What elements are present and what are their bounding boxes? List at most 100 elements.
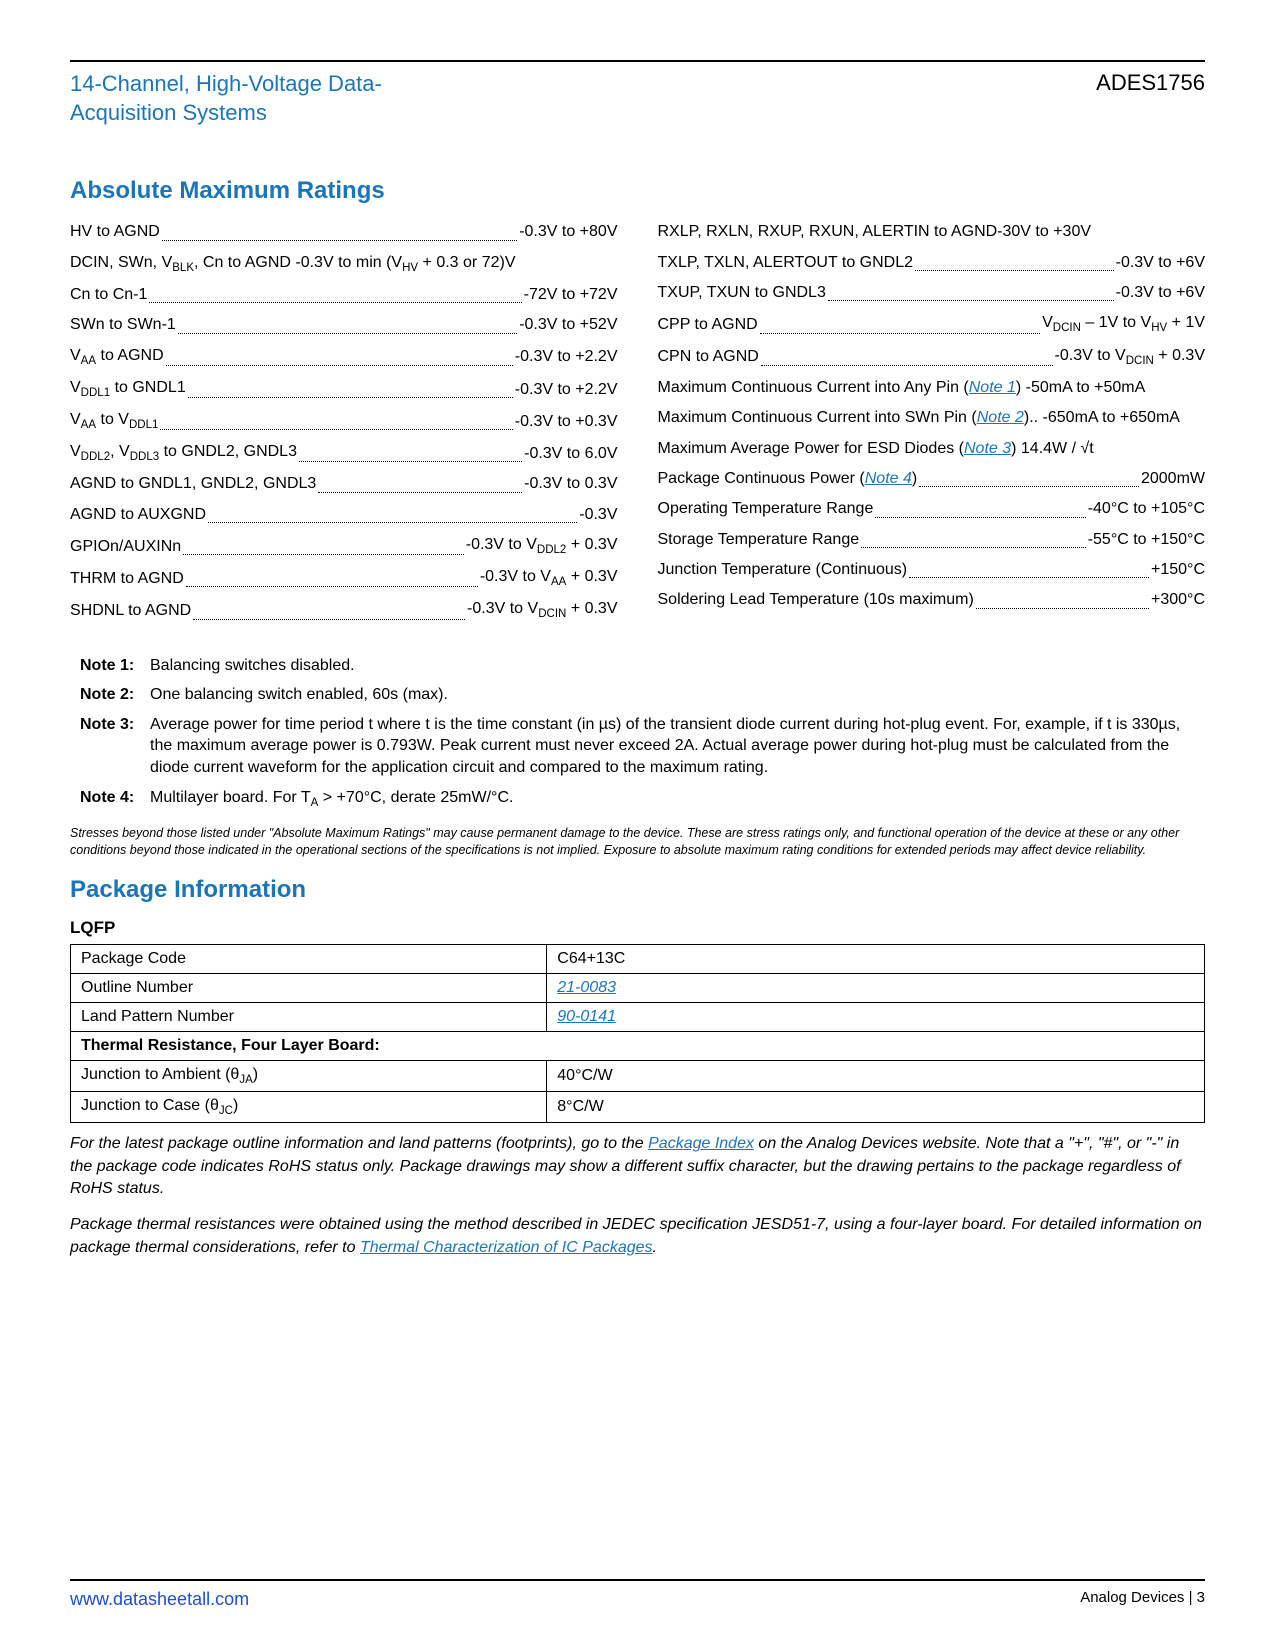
package-table: Package CodeC64+13COutline Number 21-0083… — [70, 944, 1205, 1123]
pkg-label: Outline Number — [71, 973, 547, 1002]
rating-value: -0.3V to VAA + 0.3V — [480, 564, 618, 592]
rating-row: CPP to AGNDVDCIN – 1V to VHV + 1V — [658, 310, 1206, 338]
rating-value: -40°C to +105°C — [1088, 496, 1205, 522]
ratings-columns: HV to AGND -0.3V to +80V DCIN, SWn, VBLK, … — [70, 219, 1205, 628]
page-footer: www.datasheetall.com Analog Devices | 3 — [70, 1579, 1205, 1610]
leader-dots — [162, 240, 517, 241]
stress-disclaimer: Stresses beyond those listed under "Abso… — [70, 825, 1205, 858]
note-row: Note 2:One balancing switch enabled, 60s… — [80, 684, 1205, 706]
rating-label: HV to AGND — [70, 219, 160, 245]
note-row: Note 3:Average power for time period t w… — [80, 714, 1205, 779]
rating-value: +150°C — [1151, 557, 1205, 583]
rating-value: -0.3V to +0.3V — [515, 409, 618, 435]
leader-dots — [915, 270, 1114, 271]
rating-row: VAA to VDDL1 -0.3V to +0.3V — [70, 407, 618, 435]
rating-row: Cn to Cn-1 -72V to +72V — [70, 282, 618, 308]
leader-dots — [186, 586, 478, 587]
leader-dots — [909, 577, 1149, 578]
rating-value: -55°C to +150°C — [1088, 527, 1205, 553]
leader-dots — [183, 554, 464, 555]
notes-block: Note 1:Balancing switches disabled.Note … — [80, 655, 1205, 812]
rating-label: SHDNL to AGND — [70, 598, 191, 624]
rating-row: VDDL2, VDDL3 to GNDL2, GNDL3-0.3V to 6.0… — [70, 439, 618, 467]
rating-row: GPIOn/AUXINn-0.3V to VDDL2 + 0.3V — [70, 532, 618, 560]
rating-row: Maximum Continuous Current into SWn Pin … — [658, 405, 1206, 431]
note2-link[interactable]: Note 2 — [977, 409, 1024, 426]
footer-url[interactable]: www.datasheetall.com — [70, 1589, 249, 1610]
rating-value: -72V to +72V — [524, 282, 618, 308]
rating-row: VAA to AGND-0.3V to +2.2V — [70, 343, 618, 371]
note-label: Note 1: — [80, 655, 150, 677]
note-row: Note 4:Multilayer board. For TA > +70°C,… — [80, 787, 1205, 812]
pkg-link[interactable]: 21-0083 — [557, 979, 616, 996]
ratings-right-col: RXLP, RXLN, RXUP, RXUN, ALERTIN to AGND-… — [658, 219, 1206, 628]
pkg-value: C64+13C — [547, 944, 1205, 973]
pkg-value[interactable]: 21-0083 — [547, 973, 1205, 1002]
rating-row: AGND to AUXGND-0.3V — [70, 502, 618, 528]
rating-row: Maximum Average Power for ESD Diodes (No… — [658, 436, 1206, 462]
pkg-value: 8°C/W — [547, 1092, 1205, 1123]
leader-dots — [861, 547, 1086, 548]
rating-label: Package Continuous Power (Note 4) — [658, 466, 918, 492]
pkg-link[interactable]: 90-0141 — [557, 1008, 616, 1025]
rating-row: TXLP, TXLN, ALERTOUT to GNDL2-0.3V to +6… — [658, 250, 1206, 276]
pkg-label: Land Pattern Number — [71, 1002, 547, 1031]
rating-label: VDDL2, VDDL3 to GNDL2, GNDL3 — [70, 439, 297, 467]
package-note-1: For the latest package outline informati… — [70, 1133, 1205, 1200]
rating-value: -0.3V to VDCIN + 0.3V — [467, 596, 617, 624]
leader-dots — [299, 461, 522, 462]
thermal-char-link[interactable]: Thermal Characterization of IC Packages — [360, 1239, 653, 1256]
note3-link[interactable]: Note 3 — [964, 440, 1011, 457]
table-row: Land Pattern Number 90-0141 — [71, 1002, 1205, 1031]
rating-value: -0.3V to +6V — [1116, 280, 1205, 306]
rating-value: -0.3V to 0.3V — [524, 471, 617, 497]
leader-dots — [761, 365, 1053, 366]
rating-value: -0.3V to VDCIN + 0.3V — [1055, 343, 1205, 371]
leader-dots — [188, 397, 513, 398]
rating-value: -0.3V to +6V — [1116, 250, 1205, 276]
rating-value: -0.3V to +52V — [519, 312, 617, 338]
rating-value: 2000mW — [1141, 466, 1205, 492]
rating-label: CPN to AGND — [658, 344, 759, 370]
footer-page: Analog Devices | 3 — [1080, 1589, 1205, 1610]
table-row: Package CodeC64+13C — [71, 944, 1205, 973]
leader-dots — [193, 619, 465, 620]
leader-dots — [149, 302, 521, 303]
leader-dots — [828, 300, 1114, 301]
rating-row: HV to AGND -0.3V to +80V — [70, 219, 618, 245]
rating-row: Storage Temperature Range-55°C to +150°C — [658, 527, 1206, 553]
rating-label: VAA to VDDL1 — [70, 407, 158, 435]
rating-label: AGND to AUXGND — [70, 502, 206, 528]
package-index-link[interactable]: Package Index — [648, 1135, 754, 1152]
rating-row: VDDL1 to GNDL1-0.3V to +2.2V — [70, 375, 618, 403]
rating-row: Operating Temperature Range-40°C to +105… — [658, 496, 1206, 522]
leader-dots — [318, 492, 522, 493]
rating-label: AGND to GNDL1, GNDL2, GNDL3 — [70, 471, 316, 497]
leader-dots — [208, 522, 577, 523]
note-label: Note 2: — [80, 684, 150, 706]
rating-value: -0.3V to +80V — [519, 219, 617, 245]
pkg-value[interactable]: 90-0141 — [547, 1002, 1205, 1031]
leader-dots — [976, 608, 1149, 609]
note-text: Balancing switches disabled. — [150, 655, 1205, 677]
note-row: Note 1:Balancing switches disabled. — [80, 655, 1205, 677]
thermal-header: Thermal Resistance, Four Layer Board: — [71, 1031, 1205, 1060]
rating-row: DCIN, SWn, VBLK, Cn to AGND -0.3V to min… — [70, 250, 618, 278]
note4-link[interactable]: Note 4 — [865, 470, 912, 487]
pkg-label: Junction to Ambient (θJA) — [71, 1060, 547, 1091]
table-row: Thermal Resistance, Four Layer Board: — [71, 1031, 1205, 1060]
page-header: 14-Channel, High-Voltage Data- Acquisiti… — [70, 60, 1205, 127]
rating-label: Soldering Lead Temperature (10s maximum) — [658, 587, 974, 613]
note1-link[interactable]: Note 1 — [969, 379, 1016, 396]
rating-row: RXLP, RXLN, RXUP, RXUN, ALERTIN to AGND-… — [658, 219, 1206, 245]
note-text: One balancing switch enabled, 60s (max). — [150, 684, 1205, 706]
rating-label: Cn to Cn-1 — [70, 282, 147, 308]
lqfp-heading: LQFP — [70, 918, 1205, 938]
rating-row: THRM to AGND-0.3V to VAA + 0.3V — [70, 564, 618, 592]
leader-dots — [875, 517, 1085, 518]
rating-label: GPIOn/AUXINn — [70, 534, 181, 560]
table-row: Junction to Ambient (θJA)40°C/W — [71, 1060, 1205, 1091]
rating-row: Maximum Continuous Current into Any Pin … — [658, 375, 1206, 401]
note-label: Note 3: — [80, 714, 150, 779]
note-text: Multilayer board. For TA > +70°C, derate… — [150, 787, 1205, 812]
